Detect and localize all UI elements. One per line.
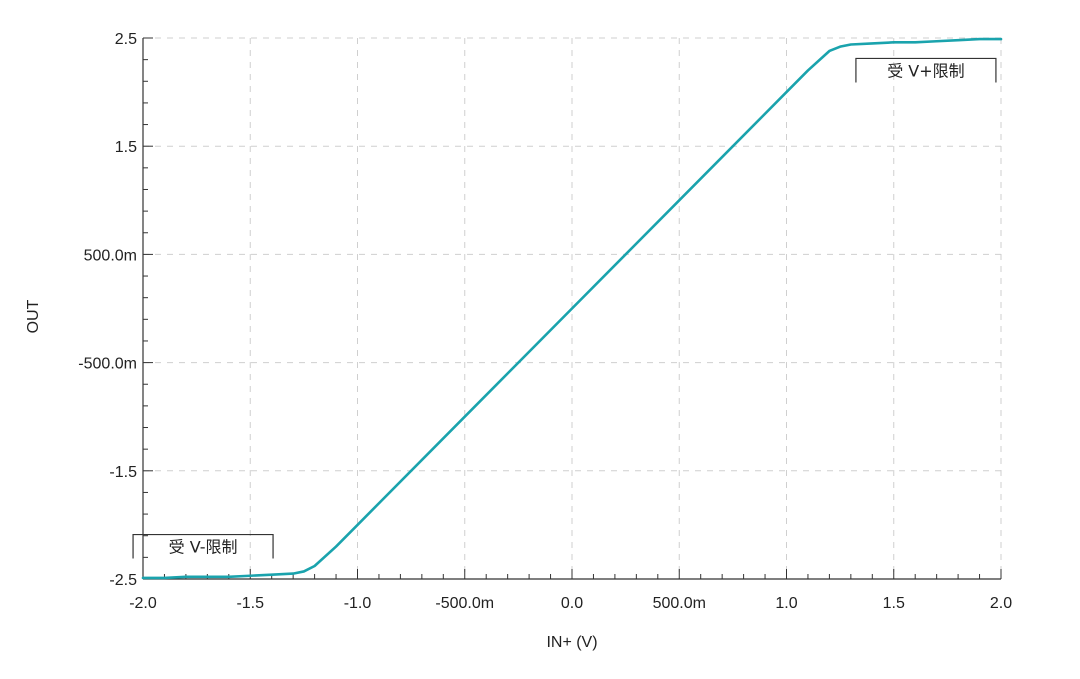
annotations: 受 V+限制受 V-限制 (132, 57, 997, 559)
x-tick-label: -1.0 (344, 595, 372, 612)
annotation-label: 受 V+限制 (887, 61, 964, 80)
y-axis-title: OUT (25, 299, 42, 333)
x-axis-ticks: -2.0 -1.5 -1.0 -500.0m 0.0 500.0m 1.0 1.5 2.0 (129, 569, 1012, 612)
annotation: 受 V-限制 (132, 533, 274, 559)
x-tick-label: 1.0 (775, 595, 797, 612)
y-axis-ticks: 2.5 1.5 500.0m -500.0m -1.5 -2.5 (78, 31, 153, 589)
annotation-bracket (132, 533, 274, 559)
x-tick-label: 0.0 (561, 595, 583, 612)
y-tick-label: 1.5 (115, 139, 137, 156)
y-tick-label: -500.0m (78, 356, 137, 373)
series-layer (141, 37, 1003, 580)
x-tick-label: 2.0 (990, 595, 1012, 612)
y-tick-label: 500.0m (84, 247, 137, 264)
x-tick-label: -1.5 (236, 595, 264, 612)
y-tick-label: -1.5 (109, 464, 137, 481)
annotation: 受 V+限制 (855, 57, 997, 83)
y-tick-label: -2.5 (109, 572, 137, 589)
y-tick-label: 2.5 (115, 31, 137, 48)
x-tick-label: -2.0 (129, 595, 157, 612)
x-tick-label: -500.0m (435, 595, 494, 612)
x-tick-label: 1.5 (883, 595, 905, 612)
series-line (141, 37, 1003, 580)
annotation-label: 受 V-限制 (169, 538, 238, 557)
x-tick-label: 500.0m (653, 595, 706, 612)
annotation-bracket (855, 57, 997, 83)
x-axis-title: IN+ (V) (546, 634, 597, 651)
